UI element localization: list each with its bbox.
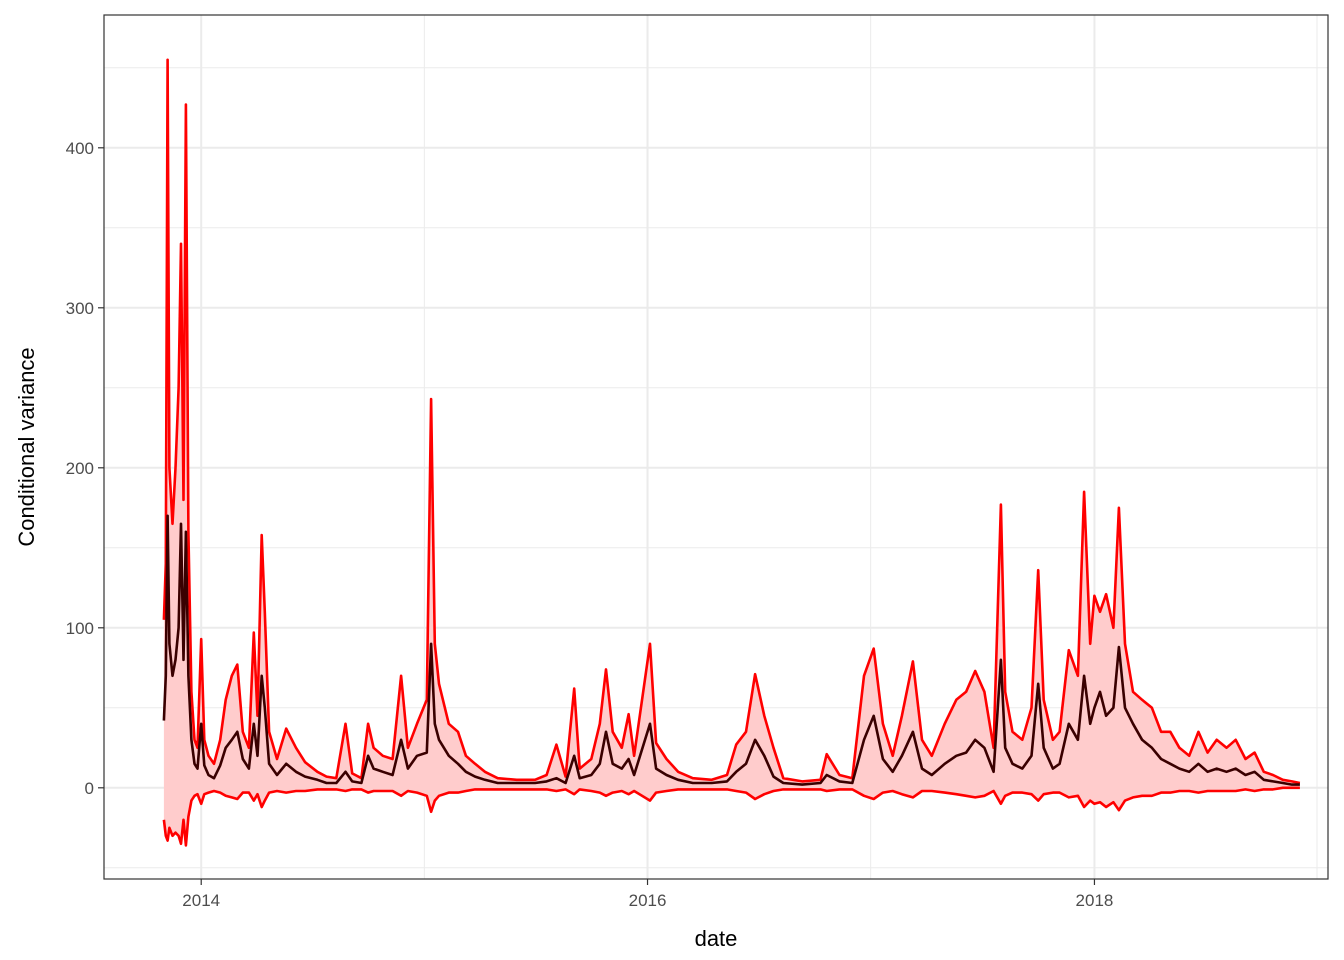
x-tick-label: 2014	[182, 891, 220, 910]
estimate-line	[162, 514, 1300, 786]
x-tick-label: 2018	[1076, 891, 1114, 910]
y-tick-label: 200	[66, 459, 94, 478]
panel-border	[103, 14, 1329, 880]
y-tick-label: 100	[66, 619, 94, 638]
x-axis: 2014 2016 2018	[182, 879, 1113, 910]
y-tick-label: 0	[85, 779, 94, 798]
lower-bound-line	[162, 786, 1300, 847]
x-tick-label: 2016	[629, 891, 667, 910]
upper-bound-line	[162, 58, 1301, 785]
confidence-band-area	[163, 59, 1300, 846]
plot-panel	[103, 14, 1329, 880]
y-axis: 0 100 200 300 400	[66, 139, 104, 798]
chart-marks	[162, 58, 1301, 847]
y-axis-title: Conditional variance	[14, 347, 39, 546]
y-tick-label: 400	[66, 139, 94, 158]
x-axis-title: date	[695, 926, 738, 951]
y-tick-label: 300	[66, 299, 94, 318]
